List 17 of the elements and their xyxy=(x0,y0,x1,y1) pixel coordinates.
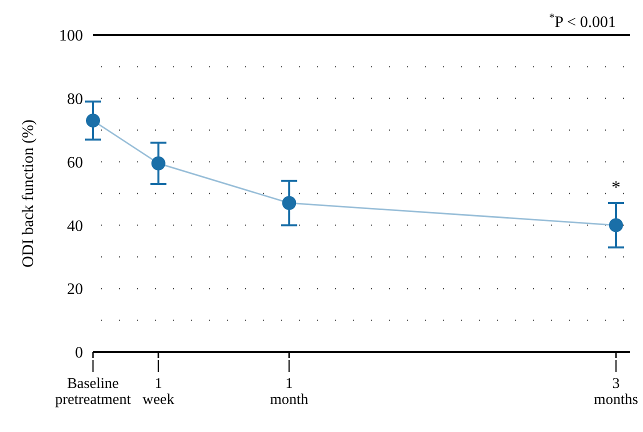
point xyxy=(609,218,623,232)
y-axis-title: ODI back function (%) xyxy=(20,120,37,268)
point xyxy=(151,156,166,170)
x-tick-label: 3 months xyxy=(594,376,638,408)
point xyxy=(86,114,100,128)
y-tick-label: 80 xyxy=(67,91,83,108)
y-tick-label: 100 xyxy=(59,28,83,45)
annotation: * xyxy=(612,177,620,198)
y-tick-label: 20 xyxy=(67,281,83,298)
x-tick-label: Baseline pretreatment xyxy=(55,376,132,408)
y-tick-label: 40 xyxy=(67,218,83,235)
x-tick-label: 1 week xyxy=(142,376,175,408)
point xyxy=(282,196,296,210)
x-tick-label: 1 month xyxy=(270,376,309,408)
y-tick-label: 60 xyxy=(67,154,83,172)
text: $^{*}$P < 0.001 xyxy=(549,12,616,31)
y-tick-label: 0 xyxy=(75,344,83,362)
